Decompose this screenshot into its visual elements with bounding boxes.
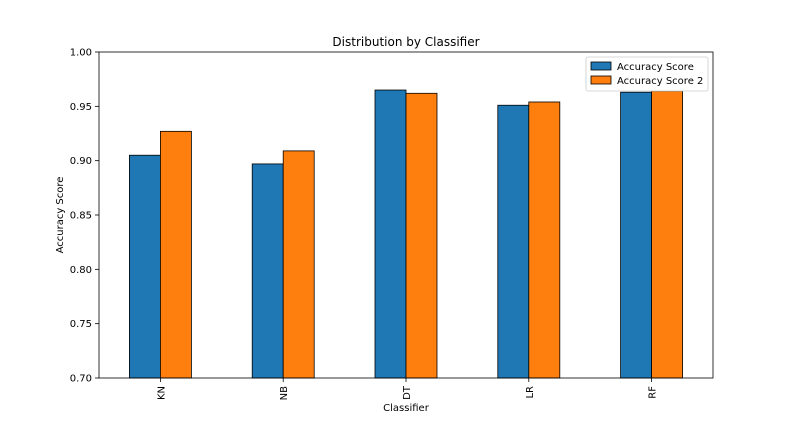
x-tick-label: RF	[648, 386, 659, 399]
legend-swatch-2	[590, 75, 612, 85]
legend-label-1: Accuracy Score	[617, 62, 694, 73]
x-axis-ticks: KN NB DT LR RF	[156, 378, 659, 400]
bar-kn-series-2	[159, 130, 192, 379]
y-tick-label: 0.85	[70, 211, 92, 222]
legend-label-2: Accuracy Score 2	[617, 76, 703, 87]
bar-lr-series-1	[497, 104, 530, 379]
bar-kn-series-1	[128, 154, 161, 379]
bar-rf-series-1	[620, 91, 652, 379]
x-axis-label: Classifier	[383, 403, 430, 414]
y-axis-ticks: 0.70 0.75 0.80 0.85 0.90 0.95 1.00	[70, 48, 99, 385]
legend: Accuracy Score Accuracy Score 2	[585, 56, 709, 92]
y-tick-label: 0.80	[70, 265, 92, 276]
plot-frame	[98, 51, 714, 379]
x-tick-label: DT	[402, 385, 413, 400]
y-tick-label: 0.75	[70, 319, 92, 330]
bar-lr-series-2	[528, 101, 561, 379]
y-tick-label: 1.00	[70, 48, 92, 59]
y-axis-label: Accuracy Score	[55, 177, 66, 254]
bar-dt-series-2	[405, 92, 438, 379]
y-tick-label: 0.95	[70, 102, 92, 113]
y-tick-label: 0.90	[70, 156, 92, 167]
x-tick-label: LR	[525, 386, 536, 399]
bar-dt-series-1	[374, 89, 407, 379]
bar-nb-series-1	[251, 163, 284, 379]
bars	[128, 89, 683, 379]
bar-rf-series-2	[651, 90, 683, 379]
legend-swatch-1	[590, 61, 612, 71]
bar-nb-series-2	[282, 150, 315, 379]
x-tick-label: NB	[279, 386, 290, 400]
legend-box	[585, 56, 709, 92]
x-tick-label: KN	[156, 386, 167, 400]
y-tick-label: 0.70	[70, 374, 92, 385]
chart-title: Distribution by Classifier	[332, 35, 479, 49]
